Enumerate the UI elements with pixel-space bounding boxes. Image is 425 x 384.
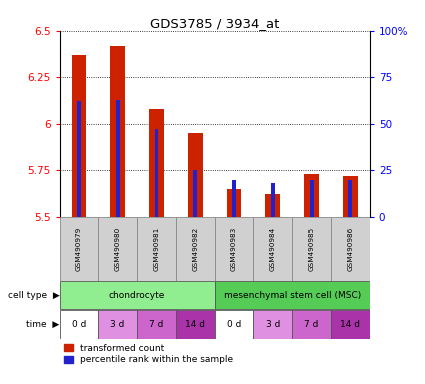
Bar xyxy=(343,176,358,217)
Text: 3 d: 3 d xyxy=(266,320,280,329)
Bar xyxy=(110,46,125,217)
Bar xyxy=(116,99,119,217)
Bar xyxy=(227,189,241,217)
Text: GSM490982: GSM490982 xyxy=(192,227,198,271)
Bar xyxy=(137,310,176,339)
Text: GSM490981: GSM490981 xyxy=(153,227,159,271)
Text: 3 d: 3 d xyxy=(110,320,125,329)
Text: 7 d: 7 d xyxy=(304,320,319,329)
Bar xyxy=(331,310,370,339)
Bar xyxy=(304,174,319,217)
Bar xyxy=(188,133,203,217)
Text: cell type  ▶: cell type ▶ xyxy=(8,291,60,300)
Bar xyxy=(60,281,215,309)
Bar xyxy=(215,310,253,339)
Text: GSM490980: GSM490980 xyxy=(115,227,121,271)
Bar xyxy=(149,109,164,217)
Bar xyxy=(310,180,314,217)
Bar xyxy=(193,170,197,217)
Bar xyxy=(176,217,215,281)
Bar xyxy=(71,55,86,217)
Bar xyxy=(292,310,331,339)
Text: GSM490985: GSM490985 xyxy=(309,227,314,271)
Bar xyxy=(60,310,98,339)
Text: time  ▶: time ▶ xyxy=(26,320,60,329)
Bar xyxy=(98,217,137,281)
Text: 7 d: 7 d xyxy=(149,320,164,329)
Bar xyxy=(271,183,275,217)
Bar xyxy=(232,180,236,217)
Legend: transformed count, percentile rank within the sample: transformed count, percentile rank withi… xyxy=(64,344,233,364)
Bar xyxy=(253,217,292,281)
Bar xyxy=(348,180,352,217)
Text: 14 d: 14 d xyxy=(340,320,360,329)
Bar xyxy=(253,310,292,339)
Bar xyxy=(292,217,331,281)
Bar xyxy=(60,217,98,281)
Bar xyxy=(98,310,137,339)
Text: 0 d: 0 d xyxy=(72,320,86,329)
Text: GSM490986: GSM490986 xyxy=(347,227,353,271)
Text: GSM490983: GSM490983 xyxy=(231,227,237,271)
Bar xyxy=(176,310,215,339)
Title: GDS3785 / 3934_at: GDS3785 / 3934_at xyxy=(150,17,279,30)
Text: chondrocyte: chondrocyte xyxy=(109,291,165,300)
Bar xyxy=(266,194,280,217)
Bar xyxy=(77,101,81,217)
Bar xyxy=(215,217,253,281)
Text: 14 d: 14 d xyxy=(185,320,205,329)
Bar xyxy=(215,281,370,309)
Text: GSM490984: GSM490984 xyxy=(270,227,276,271)
Text: GSM490979: GSM490979 xyxy=(76,227,82,271)
Bar xyxy=(155,129,159,217)
Bar xyxy=(137,217,176,281)
Text: 0 d: 0 d xyxy=(227,320,241,329)
Text: mesenchymal stem cell (MSC): mesenchymal stem cell (MSC) xyxy=(224,291,361,300)
Bar xyxy=(331,217,370,281)
